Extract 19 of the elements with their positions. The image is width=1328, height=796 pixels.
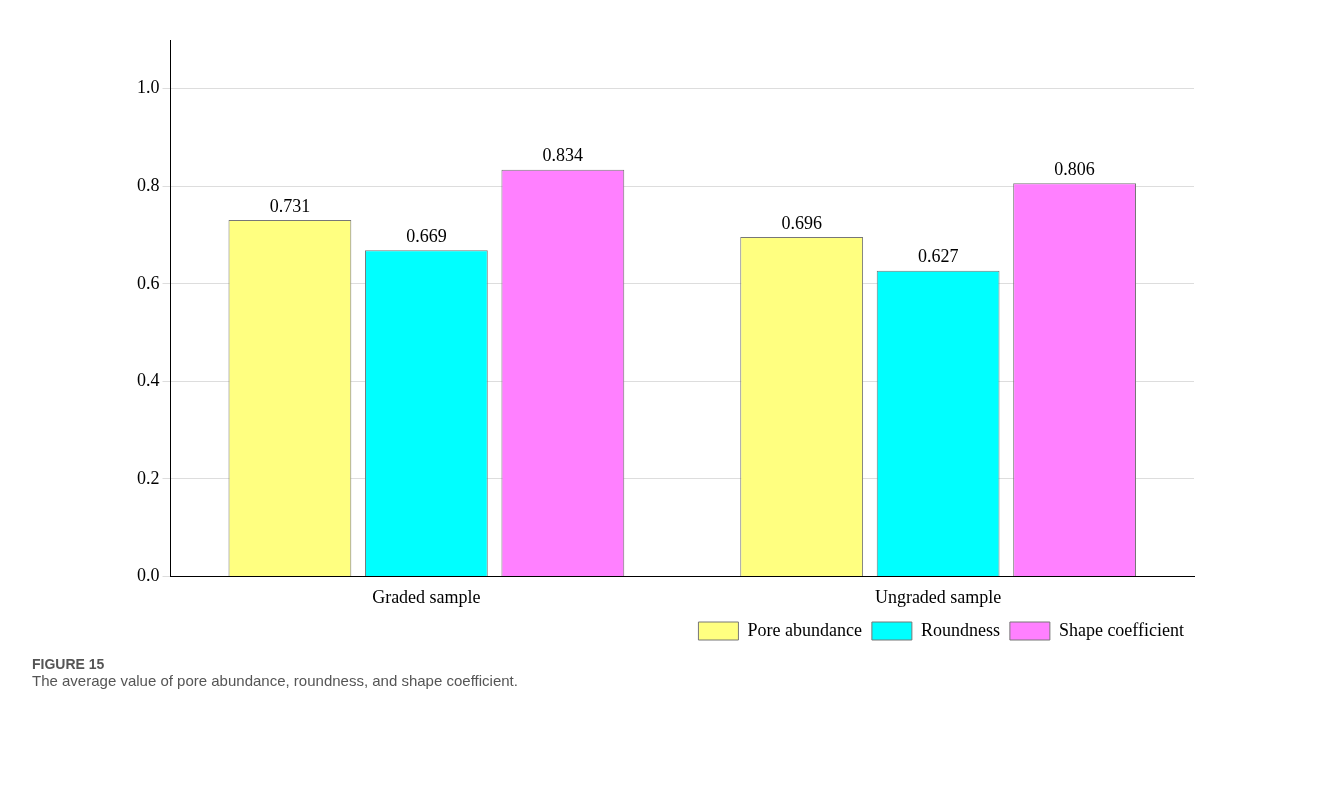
y-tick-label: 0.4: [137, 370, 160, 391]
x-tick-label: Ungraded sample: [874, 586, 1002, 607]
y-tick-label: 0.6: [137, 272, 160, 293]
y-tick-label: 1.0: [137, 77, 160, 98]
legend-label: Pore abundance: [747, 619, 862, 640]
x-tick-label: Graded sample: [372, 586, 481, 607]
y-tick-label: 0.0: [137, 565, 160, 586]
data-label: 0.806: [1054, 159, 1095, 180]
data-label: 0.627: [917, 246, 959, 267]
legend-label: Roundness: [920, 619, 1000, 640]
y-tick-label: 0.8: [137, 175, 160, 196]
data-label: 0.731: [269, 195, 311, 216]
data-label: 0.696: [781, 212, 822, 233]
data-label: 0.669: [406, 225, 447, 246]
legend-label: Shape coefficient: [1058, 619, 1185, 640]
text: The average value of pore abundance, roundness, and shape coefficient.: [32, 672, 519, 689]
y-tick-label: 0.2: [137, 467, 160, 488]
caption: FIGURE 15: [32, 656, 106, 672]
data-label: 0.834: [542, 145, 584, 166]
